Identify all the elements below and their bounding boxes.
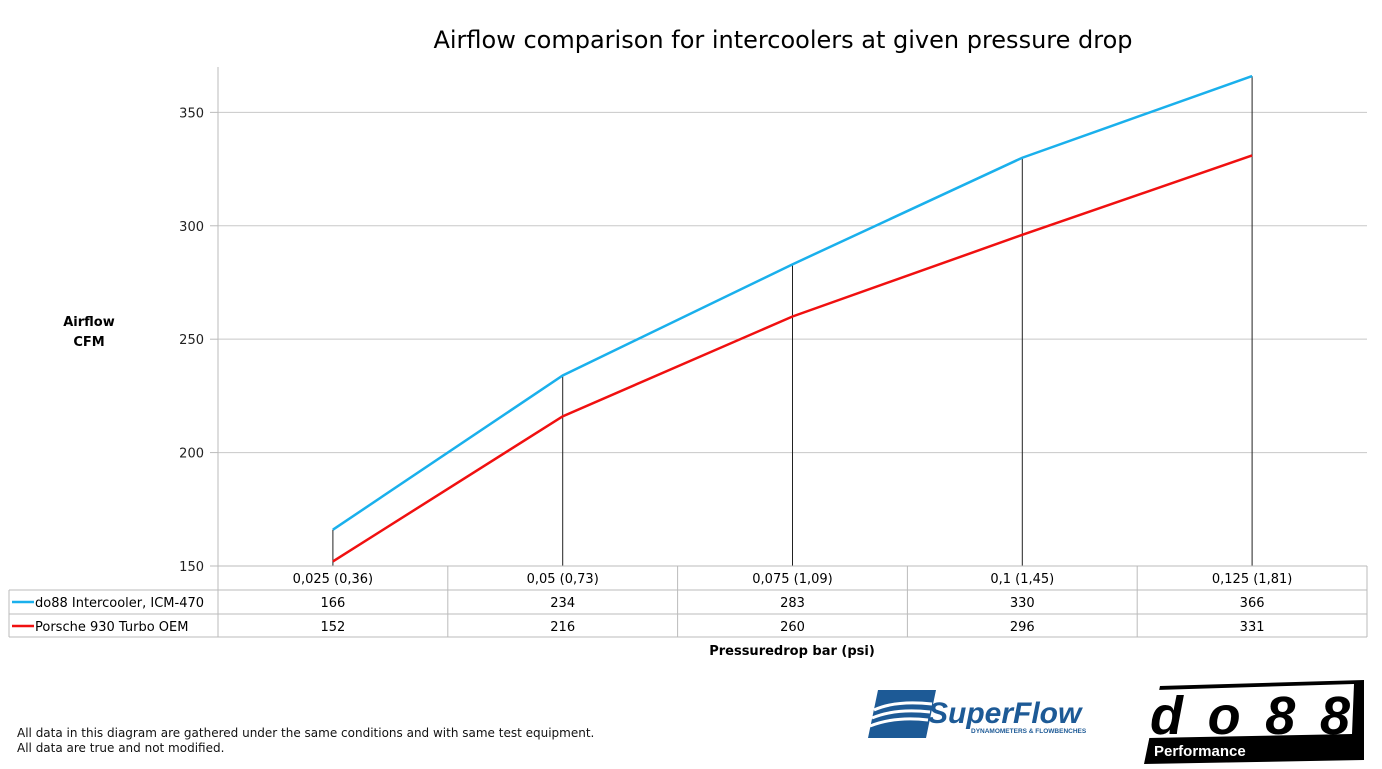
x-category-label: 0,075 (1,09) xyxy=(752,572,832,587)
svg-text:DYNAMOMETERS & FLOWBENCHES: DYNAMOMETERS & FLOWBENCHES xyxy=(971,728,1087,735)
x-category-label: 0,05 (0,73) xyxy=(527,572,599,587)
y-tick-label: 200 xyxy=(179,447,204,462)
table-value: 152 xyxy=(320,620,345,635)
y-tick-label: 150 xyxy=(179,560,204,575)
x-axis-label: Pressuredrop bar (psi) xyxy=(709,644,875,659)
x-category-label: 0,125 (1,81) xyxy=(1212,572,1292,587)
table-value: 283 xyxy=(780,596,805,611)
table-value: 331 xyxy=(1240,620,1265,635)
table-value: 216 xyxy=(550,620,575,635)
x-category-label: 0,1 (1,45) xyxy=(990,572,1054,587)
legend-label: Porsche 930 Turbo OEM xyxy=(35,620,188,635)
x-category-label: 0,025 (0,36) xyxy=(293,572,373,587)
table-value: 330 xyxy=(1010,596,1035,611)
y-axis-label: CFM xyxy=(73,335,104,350)
y-tick-label: 350 xyxy=(179,106,204,121)
y-axis-label: Airflow xyxy=(63,315,115,330)
table-value: 260 xyxy=(780,620,805,635)
svg-text:Performance: Performance xyxy=(1154,743,1246,760)
do88-logo: do88 Performance xyxy=(1144,680,1364,764)
y-tick-label: 300 xyxy=(179,220,204,235)
chart-title: Airflow comparison for intercoolers at g… xyxy=(433,26,1132,54)
table-value: 366 xyxy=(1240,596,1265,611)
superflow-logo: SuperFlow DYNAMOMETERS & FLOWBENCHES xyxy=(868,690,1087,738)
table-value: 234 xyxy=(550,596,575,611)
footnote-2: All data are true and not modified. xyxy=(17,741,225,755)
table-value: 166 xyxy=(320,596,345,611)
table-value: 296 xyxy=(1010,620,1035,635)
y-tick-label: 250 xyxy=(179,333,204,348)
legend-label: do88 Intercooler, ICM-470 xyxy=(35,596,204,611)
svg-text:SuperFlow: SuperFlow xyxy=(928,697,1083,730)
footnote-1: All data in this diagram are gathered un… xyxy=(17,726,595,740)
